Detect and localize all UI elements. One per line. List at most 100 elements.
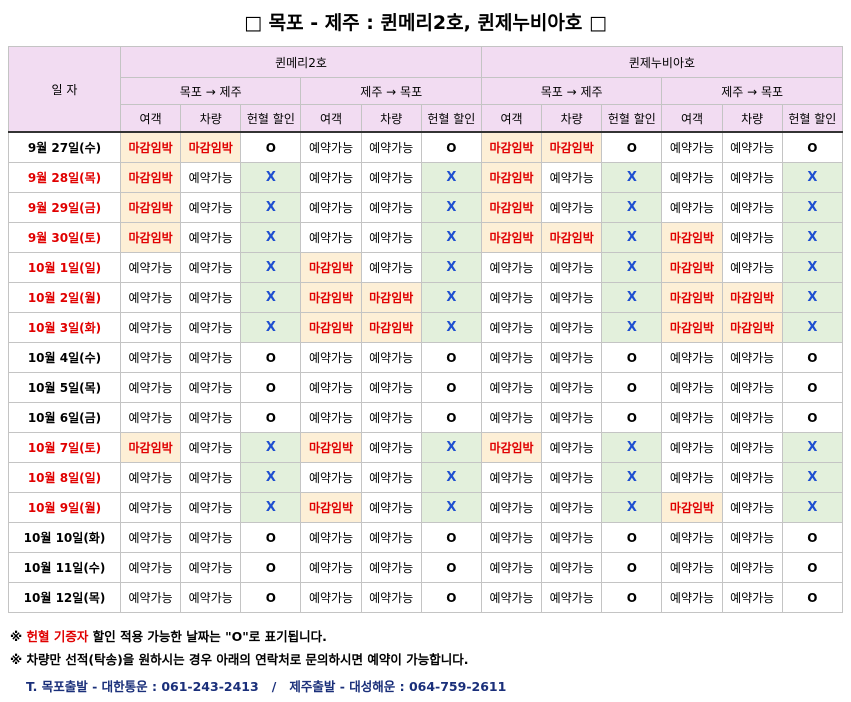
status-cell: O xyxy=(781,522,843,553)
column-header: 헌혈 할인 xyxy=(420,104,482,133)
status-cell: O xyxy=(240,372,302,403)
status-cell: X xyxy=(781,462,843,493)
note-text: 할인 적용 가능한 날짜는 "O"로 표기됩니다. xyxy=(88,629,327,644)
note: ※ 헌혈 기증자 할인 적용 가능한 날짜는 "O"로 표기됩니다. xyxy=(10,626,327,645)
status-cell: 예약가능 xyxy=(480,342,543,373)
status-cell: 예약가능 xyxy=(541,522,603,553)
status-cell: 예약가능 xyxy=(721,162,783,193)
status-cell: 예약가능 xyxy=(300,552,362,583)
status-cell: 예약가능 xyxy=(360,342,422,373)
status-cell: 마감임박 xyxy=(661,222,723,253)
date-cell: 10월 2일(월) xyxy=(8,282,121,313)
status-cell: 마감임박 xyxy=(480,222,543,253)
status-cell: O xyxy=(420,522,482,553)
date-cell: 10월 8일(일) xyxy=(8,462,121,493)
status-cell: O xyxy=(781,402,843,433)
status-cell: 예약가능 xyxy=(180,342,242,373)
data-row: 10월 2일(월) 예약가능 예약가능 X 마감임박 마감임박 X 예약가능 예약가능 X 마감임박… xyxy=(8,282,843,313)
status-cell: 예약가능 xyxy=(180,192,242,223)
status-cell: 예약가능 xyxy=(119,252,182,283)
status-cell: X xyxy=(781,192,843,223)
status-cell: 예약가능 xyxy=(541,552,603,583)
date-cell: 9월 29일(금) xyxy=(8,192,121,223)
column-header: 헌혈 할인 xyxy=(781,104,843,133)
status-cell: X xyxy=(420,162,482,193)
status-cell: 예약가능 xyxy=(721,462,783,493)
status-cell: 예약가능 xyxy=(300,342,362,373)
status-cell: X xyxy=(601,162,663,193)
status-cell: X xyxy=(240,312,302,343)
status-cell: 예약가능 xyxy=(360,131,422,163)
status-cell: O xyxy=(601,131,663,163)
note: ※ 차량만 선적(탁송)을 원하시는 경우 아래의 연락처로 문의하시면 예약이… xyxy=(10,649,469,668)
status-cell: 예약가능 xyxy=(119,282,182,313)
data-row: 10월 9일(월) 예약가능 예약가능 X 마감임박 예약가능 X 예약가능 예약가능 X 마감임박… xyxy=(8,492,843,523)
status-cell: 예약가능 xyxy=(180,402,242,433)
status-cell: 예약가능 xyxy=(180,252,242,283)
data-row: 10월 10일(화) 예약가능 예약가능 O 예약가능 예약가능 O 예약가능 예약가능 O 예약가… xyxy=(8,522,843,553)
status-cell: 예약가능 xyxy=(541,462,603,493)
status-cell: O xyxy=(420,582,482,613)
status-cell: 예약가능 xyxy=(541,312,603,343)
column-header: 여객 xyxy=(480,104,543,133)
ship-header: 퀸메리2호 xyxy=(120,46,482,78)
status-cell: X xyxy=(781,492,843,523)
status-cell: 예약가능 xyxy=(721,342,783,373)
status-cell: 예약가능 xyxy=(180,492,242,523)
data-row: 9월 27일(수) 마감임박 마감임박 O 예약가능 예약가능 O 마감임박 마감임박 O 예약가능… xyxy=(8,131,843,163)
status-cell: 예약가능 xyxy=(541,342,603,373)
status-cell: 예약가능 xyxy=(480,552,543,583)
column-header: 차량 xyxy=(541,104,603,133)
status-cell: O xyxy=(601,552,663,583)
status-cell: 마감임박 xyxy=(661,252,723,283)
status-cell: 예약가능 xyxy=(541,402,603,433)
status-cell: 예약가능 xyxy=(541,192,603,223)
status-cell: X xyxy=(240,192,302,223)
status-cell: X xyxy=(781,282,843,313)
status-cell: 예약가능 xyxy=(661,192,723,223)
status-cell: 예약가능 xyxy=(541,582,603,613)
column-header: 헌혈 할인 xyxy=(240,104,302,133)
status-cell: 마감임박 xyxy=(541,131,603,163)
status-cell: O xyxy=(601,402,663,433)
status-cell: O xyxy=(420,552,482,583)
status-cell: O xyxy=(601,582,663,613)
data-row: 9월 30일(토) 마감임박 예약가능 X 예약가능 예약가능 X 마감임박 마감임박 X 마감임박… xyxy=(8,222,843,253)
status-cell: 예약가능 xyxy=(480,462,543,493)
header-row: 목포 → 제주 제주 → 목포 목포 → 제주 제주 → 목포 xyxy=(9,77,843,105)
status-cell: 마감임박 xyxy=(300,312,362,343)
status-cell: X xyxy=(781,222,843,253)
status-cell: 예약가능 xyxy=(661,462,723,493)
status-cell: 마감임박 xyxy=(360,312,422,343)
status-cell: 예약가능 xyxy=(360,552,422,583)
status-cell: 예약가능 xyxy=(360,462,422,493)
status-cell: 예약가능 xyxy=(721,222,783,253)
status-cell: 예약가능 xyxy=(480,522,543,553)
status-cell: 예약가능 xyxy=(180,312,242,343)
status-cell: 예약가능 xyxy=(119,342,182,373)
header-row: 여객 차량 헌혈 할인 여객 차량 헌혈 할인 여객 차량 헌혈 할인 여객 차량 헌혈 할인 xyxy=(9,104,843,133)
status-cell: 마감임박 xyxy=(661,282,723,313)
data-row: 10월 6일(금) 예약가능 예약가능 O 예약가능 예약가능 O 예약가능 예약가능 O 예약가능… xyxy=(8,402,843,433)
status-cell: O xyxy=(781,342,843,373)
status-cell: 예약가능 xyxy=(661,372,723,403)
status-cell: 마감임박 xyxy=(119,162,182,193)
ship-header: 퀸제누비아호 xyxy=(480,46,843,78)
date-cell: 10월 9일(월) xyxy=(8,492,121,523)
date-cell: 10월 7일(토) xyxy=(8,432,121,463)
date-cell: 10월 11일(수) xyxy=(8,552,121,583)
status-cell: 예약가능 xyxy=(119,402,182,433)
status-cell: 마감임박 xyxy=(661,312,723,343)
status-cell: 예약가능 xyxy=(661,342,723,373)
status-cell: O xyxy=(420,131,482,163)
column-header: 차량 xyxy=(360,104,422,133)
status-cell: 예약가능 xyxy=(661,522,723,553)
status-cell: 예약가능 xyxy=(661,131,723,163)
status-cell: 마감임박 xyxy=(119,222,182,253)
status-cell: O xyxy=(240,402,302,433)
status-cell: 마감임박 xyxy=(480,432,543,463)
status-cell: X xyxy=(240,492,302,523)
status-cell: 예약가능 xyxy=(300,131,362,163)
status-cell: 마감임박 xyxy=(661,492,723,523)
data-row: 10월 8일(일) 예약가능 예약가능 X 예약가능 예약가능 X 예약가능 예약가능 X 예약가능… xyxy=(8,462,843,493)
